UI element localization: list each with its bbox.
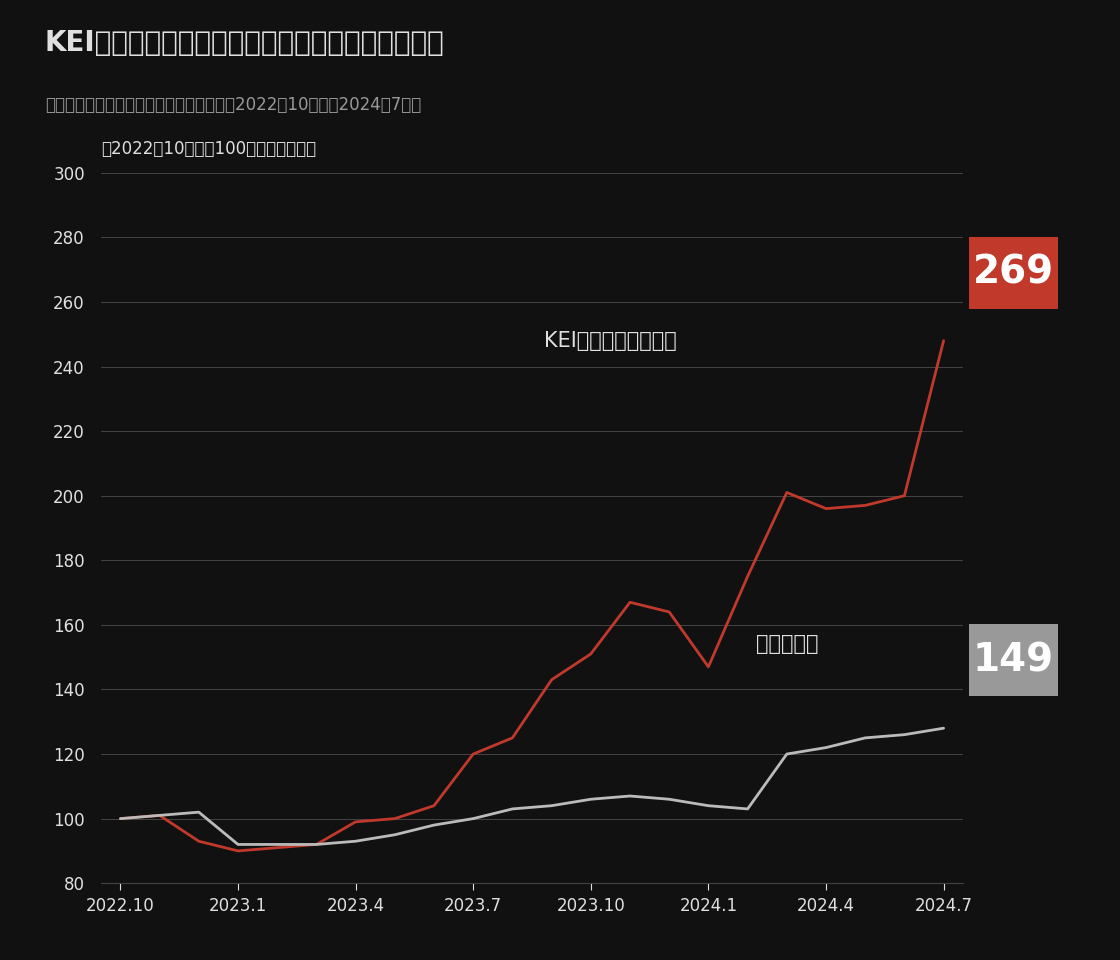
Text: KEIインダストリーズとインド株式の株価推移比較: KEIインダストリーズとインド株式の株価推移比較 [45, 29, 445, 57]
Text: 269: 269 [973, 253, 1054, 292]
Text: KEIインダストリーズ: KEIインダストリーズ [544, 330, 676, 350]
Text: 月次、現地通貨ベース、配当込み、期間：2022年10月末〜2024年7月末: 月次、現地通貨ベース、配当込み、期間：2022年10月末〜2024年7月末 [45, 96, 421, 114]
Text: 149: 149 [973, 641, 1054, 680]
Text: （2022年10月末＝100として指数化）: （2022年10月末＝100として指数化） [101, 140, 316, 158]
Text: インド株式: インド株式 [756, 635, 818, 655]
